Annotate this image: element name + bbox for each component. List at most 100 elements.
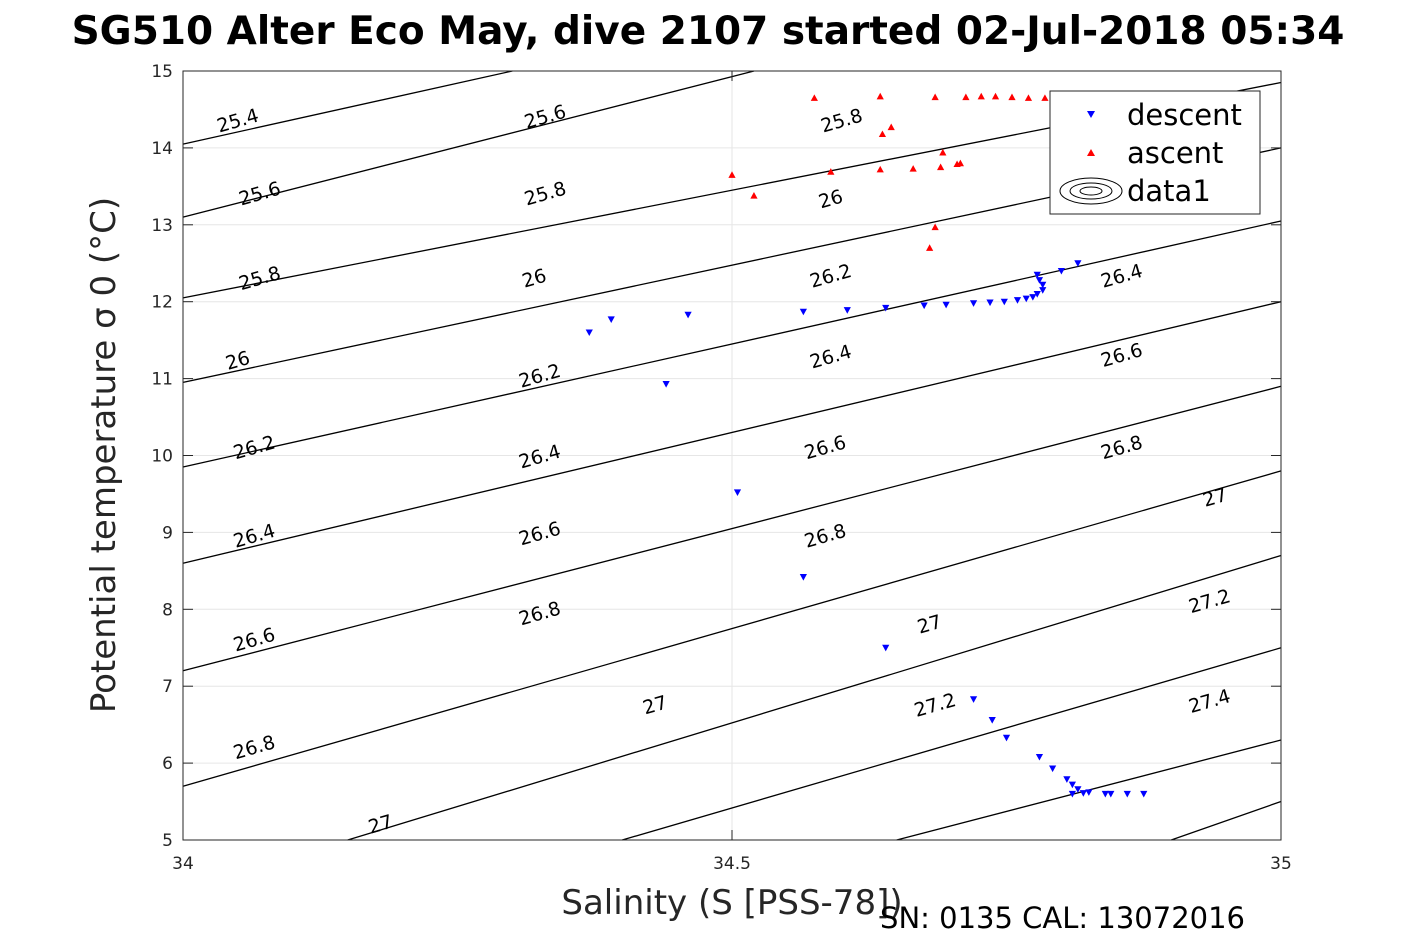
descent-point [1085, 789, 1093, 796]
descent-point [1063, 776, 1071, 783]
ascent-point [931, 223, 939, 231]
footer-serial-cal: SN: 0135 CAL: 13072016 [880, 901, 1245, 935]
ascent-point [1024, 94, 1033, 101]
axis-ticks: 34 34.5 35 5 6 7 8 9 10 11 12 13 14 15 [151, 62, 1291, 874]
isopycnal-contour-line [622, 647, 1282, 841]
descent-point [799, 574, 807, 581]
isopycnal-contour-line [182, 220, 1282, 468]
legend-descent-label: descent [1127, 98, 1242, 132]
legend-data1-label: data1 [1127, 174, 1211, 208]
descent-point [1049, 765, 1057, 773]
descent-point [882, 304, 890, 312]
x-axis-label: Salinity (S [PSS-78]) [561, 883, 902, 923]
descent-point [920, 302, 928, 310]
isopycnal-contour-line [182, 385, 1282, 672]
isopycnal-contour-line [182, 70, 755, 218]
isopycnal-contour-line [182, 70, 513, 145]
isopycnal-contour-line [347, 554, 1282, 841]
y-tick-label: 6 [162, 754, 173, 774]
y-tick-label: 12 [151, 293, 173, 313]
descent-point [986, 299, 994, 307]
legend: descent ascent data1 [1049, 90, 1261, 215]
ascent-point [1041, 94, 1049, 101]
descent-point [684, 311, 692, 319]
descent-point [1000, 298, 1008, 306]
ascent-point [887, 123, 895, 131]
ascent-point [937, 163, 945, 171]
descent-point [1068, 781, 1076, 789]
ascent-point [876, 165, 884, 173]
legend-descent-marker [1087, 111, 1095, 118]
ascent-point [931, 93, 939, 101]
series-ascent [728, 92, 1076, 251]
ascent-point [750, 191, 758, 199]
descent-point [1033, 291, 1041, 298]
isopycnal-contour-line [1170, 800, 1282, 841]
descent-point [1022, 295, 1030, 303]
descent-point [1074, 260, 1082, 267]
descent-point [1068, 790, 1076, 798]
ascent-point [878, 130, 887, 138]
x-tick-label: 34.5 [713, 854, 751, 874]
descent-point [1035, 753, 1044, 761]
descent-point [1140, 790, 1148, 798]
descent-point [607, 316, 615, 323]
ascent-point [926, 244, 934, 251]
ascent-point [939, 148, 947, 156]
legend-box [1049, 90, 1261, 215]
descent-point [733, 489, 742, 497]
y-tick-label: 11 [151, 370, 173, 390]
ascent-point [728, 171, 736, 178]
descent-point [1002, 734, 1011, 742]
descent-point [1039, 287, 1047, 294]
descent-point [1039, 281, 1047, 289]
descent-point [1033, 271, 1041, 279]
y-tick-label: 15 [151, 62, 173, 82]
descent-point [1013, 297, 1022, 304]
descent-point [1079, 790, 1087, 797]
descent-point [1035, 277, 1044, 284]
y-axis-label: Potential temperature σ 0 (°C) [84, 197, 124, 713]
y-tick-label: 14 [151, 139, 173, 159]
descent-point [1029, 294, 1037, 301]
data-series [585, 92, 1148, 798]
descent-point [585, 329, 593, 337]
y-tick-label: 7 [162, 677, 173, 697]
descent-point [988, 717, 996, 724]
isopycnal-contour-line [182, 301, 1282, 564]
y-tick-label: 9 [162, 523, 173, 543]
series-descent [585, 260, 1148, 798]
descent-point [1107, 790, 1115, 798]
descent-point [843, 307, 851, 314]
descent-point [1057, 267, 1065, 275]
legend-ascent-marker [1087, 149, 1095, 156]
y-tick-label: 5 [162, 831, 173, 851]
descent-point [969, 300, 978, 307]
x-tick-label: 34 [172, 854, 194, 874]
ascent-point [956, 159, 964, 167]
legend-contour-icon [1059, 177, 1123, 205]
descent-point [1074, 786, 1082, 793]
ascent-point [909, 165, 917, 172]
legend-ascent-label: ascent [1127, 136, 1223, 170]
ascent-point [977, 92, 985, 100]
y-tick-label: 13 [151, 216, 173, 236]
descent-point [1123, 790, 1131, 798]
descent-point [799, 308, 807, 316]
chart-title: SG510 Alter Eco May, dive 2107 started 0… [72, 9, 1345, 54]
y-tick-label: 10 [151, 447, 173, 467]
descent-point [882, 644, 890, 652]
ascent-point [827, 168, 835, 175]
descent-point [662, 380, 670, 388]
ascent-point [991, 92, 1000, 100]
descent-point [1101, 790, 1109, 798]
isopycnal-contour-line [182, 470, 1282, 787]
ascent-point [962, 93, 970, 101]
descent-point [969, 696, 978, 703]
ascent-point [810, 94, 818, 101]
y-tick-label: 8 [162, 600, 173, 620]
isopycnal-contours [182, 70, 1282, 841]
ascent-point [1008, 93, 1016, 101]
descent-point [942, 301, 950, 309]
